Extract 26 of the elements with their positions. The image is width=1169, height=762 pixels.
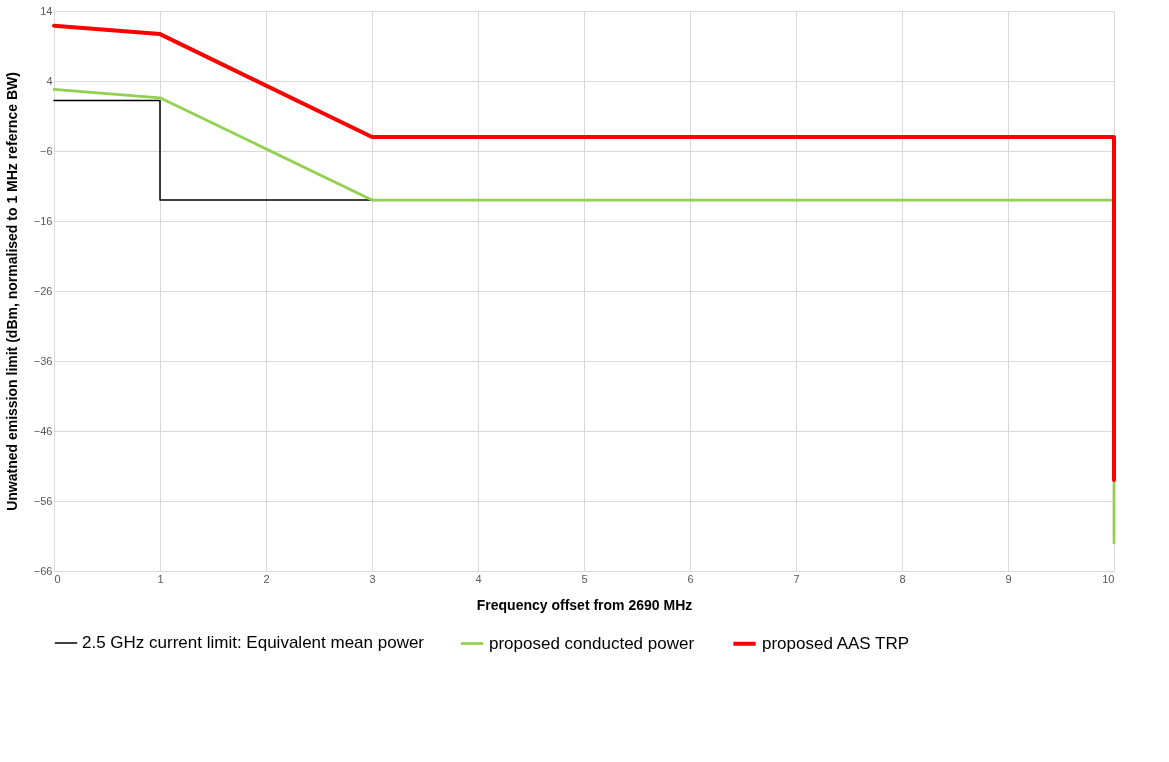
y-tick-label: −36 <box>33 354 53 367</box>
x-axis-title: Frequency offset from 2690 MHz <box>476 596 693 613</box>
y-tick-label: −26 <box>33 284 53 297</box>
legend-label: 2.5 GHz current limit: Equivalent mean power <box>82 633 425 652</box>
x-tick-label: 7 <box>793 572 800 585</box>
y-axis-title: Unwatned emission limit (dBm, normalised to 1 MHz refernce BW) <box>3 72 20 511</box>
x-tick-label: 9 <box>1005 572 1012 585</box>
x-tick-label: 8 <box>899 572 906 585</box>
x-tick-label: 5 <box>581 572 588 585</box>
y-tick-label: −66 <box>33 564 53 577</box>
x-tick-label: 4 <box>475 572 482 585</box>
y-tick-label: −56 <box>33 494 53 507</box>
legend-label: proposed AAS TRP <box>762 633 910 653</box>
x-tick-label: 0 <box>54 572 61 585</box>
x-tick-label: 10 <box>1102 572 1115 585</box>
legend-label: proposed conducted power <box>489 633 695 653</box>
x-tick-label: 3 <box>369 572 376 585</box>
y-tick-label: −46 <box>33 424 53 437</box>
line-series <box>52 23 1116 482</box>
y-tick-label: −6 <box>39 144 53 157</box>
y-tick-label: 14 <box>40 4 53 17</box>
x-tick-label: 1 <box>157 572 164 585</box>
x-tick-label: 6 <box>687 572 694 585</box>
y-tick-label: 4 <box>46 74 53 87</box>
x-tick-label: 2 <box>263 572 270 585</box>
y-tick-label: −16 <box>33 214 53 227</box>
